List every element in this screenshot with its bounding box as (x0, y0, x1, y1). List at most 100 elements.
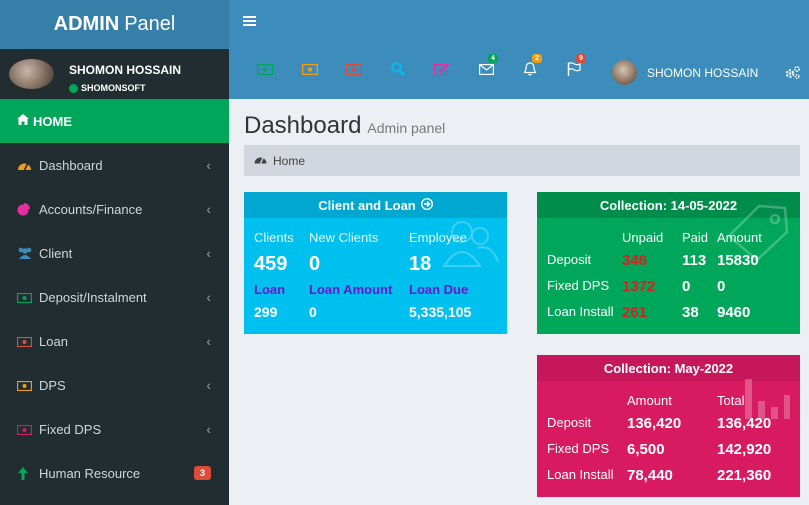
sidebar-item-label: Loan (39, 333, 68, 349)
sidebar-item-label: Client (39, 245, 73, 261)
stat-value: 0 (309, 253, 321, 275)
sidebar-item-label: Accounts/Finance (39, 201, 143, 217)
sidebar: ADMIN Panel SHOMON HOSSAIN SHOMONSOFT HO… (0, 0, 229, 505)
breadcrumb-home-link[interactable]: Home (273, 153, 306, 168)
loan-stat-value: 299 (254, 304, 278, 320)
arrow-up-icon (17, 467, 31, 480)
avatar (612, 60, 637, 85)
total-value: 142,920 (717, 441, 772, 458)
unpaid-value: 1372 (622, 278, 656, 295)
money-icon (16, 423, 33, 436)
gears-icon[interactable] (785, 65, 801, 82)
sidebar-item-loan[interactable]: Loan ‹ (0, 319, 229, 363)
sidebar-item-home[interactable]: HOME (0, 99, 229, 143)
loan-stat-value: 0 (309, 304, 317, 320)
money-red-icon[interactable] (345, 62, 363, 76)
collection-daily-title: Collection: 14-05-2022 (599, 197, 738, 213)
chevron-left-icon: ‹ (206, 377, 211, 393)
money-orange-icon[interactable] (301, 62, 319, 76)
user-status: SHOMONSOFT (69, 83, 181, 93)
home-icon (17, 114, 29, 128)
chevron-left-icon: ‹ (206, 333, 211, 349)
search-icon[interactable] (391, 62, 407, 76)
sidebar-item-label: Fixed DPS (39, 421, 102, 437)
tag-watermark-icon (725, 202, 791, 267)
column-header: Amount (627, 393, 672, 408)
sidebar-item-dps[interactable]: DPS ‹ (0, 363, 229, 407)
client-loan-header[interactable]: Client and Loan (244, 192, 507, 218)
column-header: Unpaid (622, 230, 664, 245)
column-header: Amount (717, 230, 762, 245)
chevron-left-icon: ‹ (206, 289, 211, 305)
loan-stat-value: 5,335,105 (409, 304, 472, 320)
sidebar-item-deposit-instalment[interactable]: Deposit/Instalment ‹ (0, 275, 229, 319)
client-loan-title: Client and Loan (318, 197, 416, 213)
sidebar-item-fixed-dps[interactable]: Fixed DPS ‹ (0, 407, 229, 451)
chevron-left-icon: ‹ (206, 201, 211, 217)
money-icon (16, 379, 33, 392)
row-label: Deposit (547, 252, 592, 267)
loan-stat-label: Loan (254, 282, 286, 297)
arrow-circle-right-icon (420, 197, 433, 213)
sidebar-item-dashboard[interactable]: Dashboard ‹ (0, 143, 229, 187)
users-watermark-icon (422, 218, 502, 273)
user-name: SHOMON HOSSAIN (69, 63, 182, 77)
chevron-left-icon: ‹ (206, 421, 211, 437)
user-panel: SHOMON HOSSAIN SHOMONSOFT (0, 49, 229, 99)
money-green-icon[interactable] (256, 62, 274, 76)
page-title-text: Dashboard (244, 112, 362, 139)
sidebar-item-label: HOME (33, 113, 72, 129)
sidebar-item-accounts-finance[interactable]: Accounts/Finance ‹ (0, 187, 229, 231)
sidebar-toggle-icon[interactable] (243, 14, 257, 32)
collection-monthly-box: Collection: May-2022 Amount Total Deposi… (537, 355, 800, 497)
header-user-menu[interactable]: SHOMON HOSSAIN (612, 60, 758, 85)
loan-stat-label: Loan Due (409, 282, 469, 297)
users-icon (17, 247, 32, 259)
bell-icon[interactable]: 2 (523, 54, 542, 76)
paid-value: 113 (682, 252, 707, 269)
sidebar-item-label: Deposit/Instalment (39, 289, 147, 305)
brand-light: Panel (124, 13, 176, 35)
stat-label: New Clients (309, 230, 379, 245)
top-navbar: 4 2 9 SHOMON HOSSAIN (229, 0, 809, 99)
chevron-left-icon: ‹ (206, 245, 211, 261)
column-header: Paid (682, 230, 709, 245)
amount-value: 136,420 (627, 415, 682, 432)
stat-value: 18 (409, 253, 432, 275)
pie-chart-icon (17, 203, 31, 216)
sidebar-item-label: DPS (39, 377, 66, 393)
row-label: Loan Install (547, 467, 614, 482)
dashboard-icon (17, 159, 31, 171)
stat-label: Employee (409, 230, 467, 245)
notification-badge: 3 (193, 466, 211, 480)
breadcrumb: Home (244, 145, 800, 176)
flag-icon[interactable]: 9 (567, 54, 586, 76)
unpaid-value: 346 (622, 252, 648, 269)
page-title: Dashboard Admin panel (244, 112, 445, 140)
bar-chart-watermark-icon (742, 377, 792, 428)
loan-stat-label: Loan Amount (309, 282, 393, 297)
edit-icon[interactable] (434, 62, 450, 77)
row-label: Fixed DPS (547, 278, 610, 293)
sidebar-item-human-resource[interactable]: Human Resource 3 (0, 451, 229, 495)
stat-label: Clients (254, 230, 294, 245)
chevron-left-icon: ‹ (206, 157, 211, 173)
sidebar-item-label: Human Resource (39, 465, 141, 481)
brand-logo[interactable]: ADMIN Panel (0, 0, 229, 49)
money-icon (16, 291, 33, 304)
stat-value: 459 (254, 253, 288, 275)
bell-badge: 2 (532, 54, 542, 63)
paid-value: 0 (682, 278, 691, 295)
client-loan-box: Client and Loan Clients New Clients Empl… (244, 192, 507, 334)
dashboard-icon (254, 154, 267, 167)
avatar (9, 59, 54, 89)
envelope-icon[interactable]: 4 (479, 54, 498, 76)
sidebar-item-client[interactable]: Client ‹ (0, 231, 229, 275)
amount-value: 9460 (717, 304, 751, 321)
row-label: Loan Install (547, 304, 614, 319)
flag-badge: 9 (576, 54, 586, 63)
unpaid-value: 261 (622, 304, 648, 321)
page-subtitle: Admin panel (367, 120, 446, 136)
amount-value: 6,500 (627, 441, 665, 458)
user-status-label: SHOMONSOFT (81, 83, 146, 93)
